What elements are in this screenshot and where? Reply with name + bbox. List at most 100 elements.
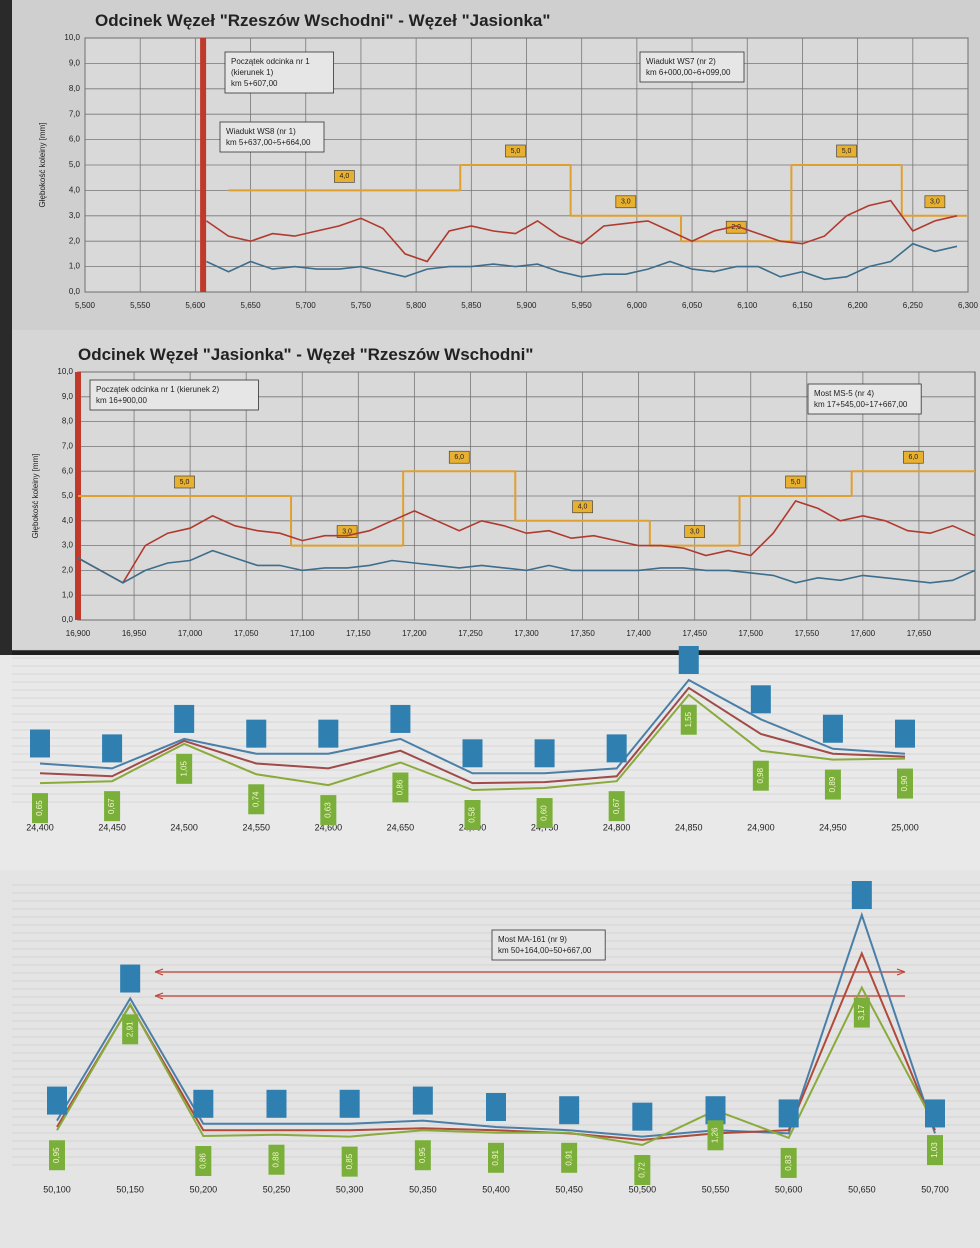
annotation-text: Most MS-5 (nr 4) [814, 389, 874, 398]
x-tick-label: 17,500 [739, 629, 764, 638]
x-tick-label: 6,100 [737, 301, 758, 310]
y-tick-label: 7,0 [69, 109, 81, 118]
y-tick-label: 5,0 [62, 491, 74, 500]
x-tick-label: 6,200 [848, 301, 869, 310]
value-box [193, 1090, 213, 1118]
y-tick-label: 3,0 [69, 211, 81, 220]
x-tick-label: 5,800 [406, 301, 427, 310]
x-tick-label: 17,350 [570, 629, 595, 638]
value-label: 0,85 [345, 1153, 354, 1169]
annotation-text: Most MA-161 (nr 9) [498, 935, 567, 944]
value-label: 0,95 [418, 1147, 427, 1163]
x-tick-label: 50,300 [336, 1184, 364, 1194]
x-tick-label: 50,650 [848, 1184, 876, 1194]
value-label: 0,58 [468, 807, 477, 823]
value-box [779, 1099, 799, 1127]
x-tick-label: 6,250 [903, 301, 924, 310]
value-box [267, 1090, 287, 1118]
value-box [852, 881, 872, 909]
x-tick-label: 17,400 [626, 629, 651, 638]
value-box [30, 729, 50, 757]
y-tick-label: 3,0 [62, 541, 74, 550]
value-label: 0,98 [756, 767, 765, 783]
limit-label: 5,0 [511, 148, 521, 155]
value-label: 0,90 [900, 775, 909, 791]
x-tick-label: 17,150 [346, 629, 371, 638]
y-tick-label: 5,0 [69, 160, 81, 169]
x-tick-label: 16,900 [66, 629, 91, 638]
x-tick-label: 5,500 [75, 301, 96, 310]
limit-label: 5,0 [180, 479, 190, 486]
y-tick-label: 0,0 [62, 615, 74, 624]
x-tick-label: 5,950 [572, 301, 593, 310]
value-label: 0,60 [540, 805, 549, 821]
y-tick-label: 0,0 [69, 287, 81, 296]
value-box [340, 1090, 360, 1118]
value-box [559, 1096, 579, 1124]
limit-label: 6,0 [454, 454, 464, 461]
value-label: 0,86 [198, 1153, 207, 1169]
x-tick-label: 50,550 [702, 1184, 730, 1194]
x-tick-label: 17,650 [907, 629, 932, 638]
value-box [413, 1087, 433, 1115]
y-tick-label: 9,0 [62, 392, 74, 401]
x-tick-label: 17,100 [290, 629, 315, 638]
x-tick-label: 50,400 [482, 1184, 510, 1194]
limit-label: 5,0 [842, 148, 852, 155]
annotation-text: km 16+900,00 [96, 396, 147, 405]
value-box [463, 739, 483, 767]
value-label: 0,63 [323, 802, 332, 818]
value-box [607, 734, 627, 762]
y-tick-label: 4,0 [69, 186, 81, 195]
value-label: 1,26 [711, 1127, 720, 1143]
value-label: 0,86 [396, 779, 405, 795]
x-tick-label: 17,000 [178, 629, 203, 638]
x-tick-label: 50,700 [921, 1184, 949, 1194]
x-tick-label: 50,150 [116, 1184, 144, 1194]
annotation-text: Wiadukt WS7 (nr 2) [646, 57, 716, 66]
x-tick-label: 5,700 [296, 301, 317, 310]
value-label: 1,05 [179, 761, 188, 777]
y-tick-label: 8,0 [62, 417, 74, 426]
annotation-text: (kierunek 1) [231, 68, 274, 77]
limit-label: 3,0 [690, 528, 700, 535]
y-axis-label: Głębokość koleiny [mm] [38, 123, 47, 208]
annotation-text: Początek odcinka nr 1 [231, 57, 310, 66]
annotation-text: km 50+164,00÷50+667,00 [498, 946, 592, 955]
limit-label: 6,0 [908, 454, 918, 461]
limit-label: 3,0 [621, 199, 631, 206]
value-label: 0,83 [784, 1155, 793, 1171]
value-box [246, 720, 266, 748]
x-tick-label: 5,550 [130, 301, 151, 310]
value-box [390, 705, 410, 733]
y-tick-label: 10,0 [57, 367, 73, 376]
value-label: 0,89 [828, 776, 837, 792]
x-tick-label: 6,150 [792, 301, 813, 310]
value-box [47, 1087, 67, 1115]
y-tick-label: 6,0 [62, 466, 74, 475]
x-tick-label: 6,000 [627, 301, 648, 310]
x-tick-label: 24,900 [747, 822, 775, 832]
x-tick-label: 17,250 [458, 629, 483, 638]
value-label: 0,95 [52, 1147, 61, 1163]
x-tick-label: 50,450 [555, 1184, 583, 1194]
value-box [895, 720, 915, 748]
x-tick-label: 50,100 [43, 1184, 71, 1194]
x-tick-label: 6,300 [958, 301, 979, 310]
value-label: 1,55 [684, 711, 693, 727]
value-box [102, 734, 122, 762]
value-box [751, 685, 771, 713]
value-box [120, 965, 140, 993]
x-tick-label: 5,750 [351, 301, 372, 310]
x-tick-label: 50,250 [263, 1184, 291, 1194]
x-tick-label: 50,600 [775, 1184, 803, 1194]
y-tick-label: 1,0 [62, 590, 74, 599]
y-tick-label: 2,0 [69, 236, 81, 245]
annotation-text: km 17+545,00÷17+667,00 [814, 400, 908, 409]
x-tick-label: 5,850 [461, 301, 482, 310]
x-tick-label: 6,050 [682, 301, 703, 310]
value-label: 0,91 [491, 1149, 500, 1165]
value-label: 1,03 [930, 1142, 939, 1158]
x-tick-label: 24,500 [170, 822, 198, 832]
value-box [535, 739, 555, 767]
